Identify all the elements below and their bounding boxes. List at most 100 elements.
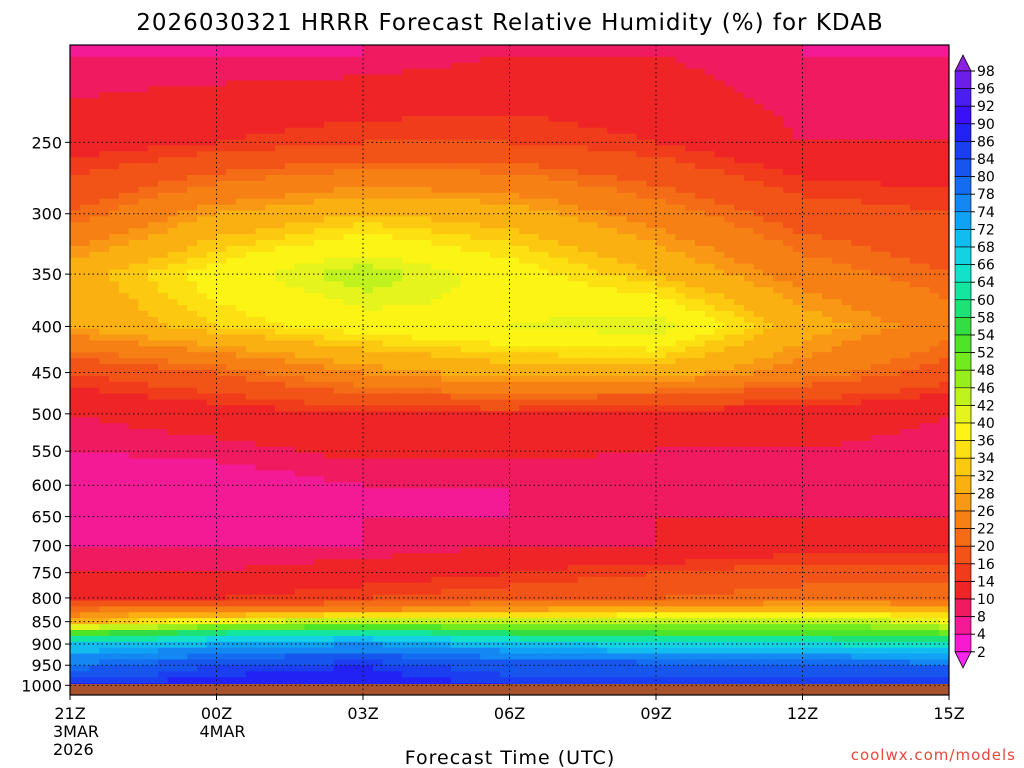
rh-cell bbox=[138, 328, 149, 336]
rh-cell bbox=[597, 115, 608, 123]
rh-cell bbox=[529, 216, 540, 223]
rh-cell bbox=[441, 68, 452, 76]
rh-cell bbox=[70, 240, 81, 247]
rh-cell bbox=[509, 104, 520, 111]
rh-cell bbox=[236, 180, 247, 188]
rh-cell bbox=[187, 364, 198, 371]
rh-cell bbox=[568, 127, 579, 135]
rh-cell bbox=[353, 334, 364, 342]
rh-cell bbox=[782, 121, 794, 129]
rh-cell bbox=[841, 263, 852, 271]
rh-cell bbox=[646, 316, 657, 324]
rh-cell bbox=[587, 328, 598, 336]
rh-cell bbox=[909, 257, 921, 265]
rh-cell bbox=[431, 305, 442, 312]
rh-cell bbox=[411, 204, 423, 212]
rh-cell bbox=[646, 269, 657, 277]
rh-cell bbox=[558, 68, 569, 76]
rh-cell bbox=[743, 316, 755, 324]
rh-cell bbox=[392, 110, 403, 117]
rh-cell bbox=[851, 322, 862, 330]
rh-cell bbox=[568, 287, 579, 294]
rh-cell bbox=[265, 251, 276, 259]
rh-cell bbox=[773, 228, 784, 235]
rh-cell bbox=[294, 275, 305, 282]
rh-cell bbox=[656, 175, 667, 182]
rh-cell bbox=[870, 163, 882, 170]
rh-cell bbox=[665, 133, 677, 141]
rh-cell bbox=[392, 86, 403, 93]
rh-cell bbox=[167, 299, 179, 306]
rh-cell bbox=[675, 322, 686, 330]
rh-cell bbox=[99, 352, 110, 359]
rh-cell bbox=[392, 275, 403, 282]
rh-cell bbox=[822, 245, 833, 253]
rh-cell bbox=[763, 293, 774, 300]
rh-cell bbox=[196, 110, 208, 117]
rh-cell bbox=[216, 228, 227, 235]
rh-cell bbox=[167, 62, 179, 70]
rh-cell bbox=[284, 157, 296, 164]
rh-cell bbox=[421, 74, 432, 82]
rh-cell bbox=[870, 56, 882, 64]
rh-cell bbox=[646, 305, 657, 312]
rh-cell bbox=[70, 251, 81, 259]
rh-cell bbox=[900, 228, 911, 235]
rh-cell bbox=[70, 305, 81, 312]
rh-cell bbox=[763, 115, 774, 123]
rh-cell bbox=[597, 251, 608, 259]
rh-cell bbox=[480, 328, 491, 336]
rh-cell bbox=[441, 62, 452, 70]
rh-cell bbox=[206, 275, 218, 282]
rh-cell bbox=[812, 186, 823, 194]
rh-cell bbox=[519, 210, 530, 217]
rh-cell bbox=[392, 145, 403, 152]
rh-cell bbox=[480, 245, 491, 253]
rh-cell bbox=[646, 310, 657, 318]
rh-cell bbox=[587, 299, 598, 306]
rh-cell bbox=[431, 299, 442, 306]
rh-cell bbox=[275, 62, 286, 70]
rh-cell bbox=[782, 305, 794, 312]
rh-cell bbox=[265, 121, 276, 129]
rh-cell bbox=[607, 127, 618, 135]
rh-cell bbox=[314, 245, 325, 253]
rh-cell bbox=[548, 251, 559, 259]
rh-cell bbox=[363, 334, 374, 342]
rh-cell bbox=[499, 98, 511, 105]
rh-cell bbox=[568, 186, 579, 194]
rh-cell bbox=[499, 204, 511, 212]
rh-cell bbox=[489, 305, 501, 312]
rh-cell bbox=[431, 222, 442, 229]
rh-cell bbox=[890, 92, 901, 99]
rh-cell bbox=[753, 98, 765, 105]
rh-cell bbox=[489, 299, 501, 306]
rh-cell bbox=[665, 287, 677, 294]
rh-cell bbox=[196, 198, 208, 206]
rh-cell bbox=[880, 175, 891, 182]
rh-cell bbox=[489, 198, 501, 206]
rh-cell bbox=[822, 228, 833, 235]
rh-cell bbox=[89, 80, 100, 87]
rh-cell bbox=[685, 192, 696, 200]
rh-cell bbox=[675, 110, 686, 117]
rh-cell bbox=[353, 92, 364, 99]
rh-cell bbox=[548, 62, 559, 70]
rh-cell bbox=[294, 157, 305, 164]
rh-cell bbox=[831, 293, 843, 300]
rh-cell bbox=[421, 346, 432, 353]
rh-cell bbox=[851, 228, 862, 235]
rh-cell bbox=[470, 346, 481, 353]
rh-cell bbox=[177, 204, 188, 212]
rh-cell bbox=[89, 275, 100, 282]
rh-cell bbox=[734, 98, 745, 105]
rh-cell bbox=[548, 334, 559, 342]
rh-cell bbox=[138, 352, 149, 359]
rh-cell bbox=[343, 364, 354, 371]
rh-cell bbox=[724, 287, 735, 294]
rh-cell bbox=[577, 50, 589, 58]
rh-cell bbox=[607, 228, 618, 235]
rh-cell bbox=[607, 98, 618, 105]
rh-cell bbox=[99, 50, 110, 58]
rh-cell bbox=[607, 157, 618, 164]
